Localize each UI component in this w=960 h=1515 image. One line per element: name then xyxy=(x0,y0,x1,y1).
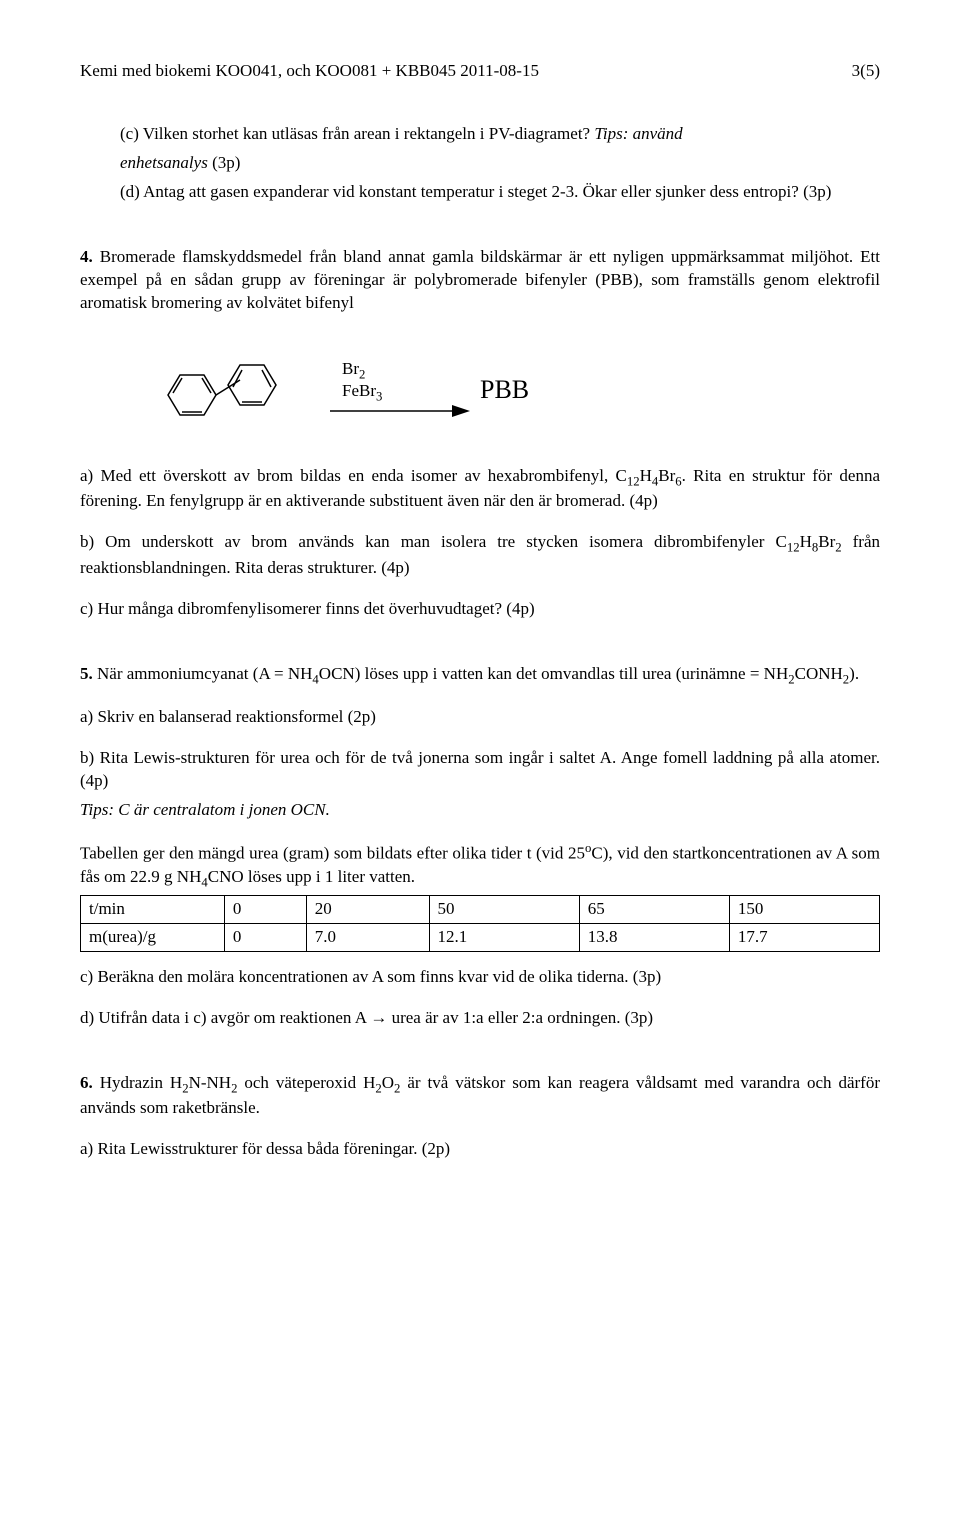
reagent-br: Br xyxy=(342,359,359,378)
q3c-tip-3: (3p) xyxy=(208,153,241,172)
reagent-br-sub: 2 xyxy=(359,368,365,382)
q4a-s1: 12 xyxy=(627,474,640,488)
table-cell: 12.1 xyxy=(429,924,579,952)
q6i-2: N-NH xyxy=(189,1073,232,1092)
table-row: m(urea)/g 0 7.0 12.1 13.8 17.7 xyxy=(81,924,880,952)
q4b-s1: 12 xyxy=(787,540,800,554)
q3c-main: (c) Vilken storhet kan utläsas från area… xyxy=(120,124,590,143)
q4b-t1: b) Om underskott av brom används kan man… xyxy=(80,532,787,551)
q4b: b) Om underskott av brom används kan man… xyxy=(80,531,880,580)
reagent-arrow-block: Br2 FeBr3 xyxy=(330,360,470,419)
q4a-t2: H xyxy=(640,466,652,485)
q5d: d) Utifrån data i c) avgör om reaktionen… xyxy=(80,1007,880,1030)
q3c-text: (c) Vilken storhet kan utläsas från area… xyxy=(120,123,880,146)
table-cell: 20 xyxy=(306,896,429,924)
q4-number: 4. xyxy=(80,247,93,266)
q4a-t3: Br xyxy=(658,466,675,485)
q6a: a) Rita Lewisstrukturer för dessa båda f… xyxy=(80,1138,880,1161)
q6i-1: Hydrazin H xyxy=(93,1073,182,1092)
q5i-2: OCN) löses upp i vatten kan det omvandla… xyxy=(319,664,788,683)
table-cell: 0 xyxy=(224,924,306,952)
table-cell: 17.7 xyxy=(729,924,879,952)
table-cell: 50 xyxy=(429,896,579,924)
reagent-labels: Br2 FeBr3 xyxy=(342,360,382,403)
q3d-text: (d) Antag att gasen expanderar vid konst… xyxy=(120,181,880,204)
table-cell: t/min xyxy=(81,896,225,924)
q5b: b) Rita Lewis-strukturen för urea och fö… xyxy=(80,747,880,793)
q5a: a) Skriv en balanserad reaktionsformel (… xyxy=(80,706,880,729)
q4b-t2: H xyxy=(800,532,812,551)
q5ti-1: Tabellen ger den mängd urea (gram) som b… xyxy=(80,844,585,863)
q5c: c) Beräkna den molära koncentrationen av… xyxy=(80,966,880,989)
table-cell: 7.0 xyxy=(306,924,429,952)
page-header: Kemi med biokemi KOO041, och KOO081 + KB… xyxy=(80,60,880,83)
q5-number: 5. xyxy=(80,664,93,683)
q4-intro-text: Bromerade flamskyddsmedel från bland ann… xyxy=(80,247,880,312)
q4-intro: 4. Bromerade flamskyddsmedel från bland … xyxy=(80,246,880,315)
q5i-4: ). xyxy=(849,664,859,683)
data-table: t/min 0 20 50 65 150 m(urea)/g 0 7.0 12.… xyxy=(80,895,880,952)
q4a: a) Med ett överskott av brom bildas en e… xyxy=(80,465,880,514)
reaction-diagram: Br2 FeBr3 PBB xyxy=(160,345,880,435)
q4c: c) Hur många dibromfenylisomerer finns d… xyxy=(80,598,880,621)
q6-intro: 6. Hydrazin H2N-NH2 och väteperoxid H2O2… xyxy=(80,1072,880,1121)
q5-table-intro: Tabellen ger den mängd urea (gram) som b… xyxy=(80,840,880,891)
q3c-tip-1: Tips: använd xyxy=(594,124,682,143)
header-right: 3(5) xyxy=(852,60,880,83)
reaction-arrow xyxy=(330,403,470,419)
table-cell: 13.8 xyxy=(579,924,729,952)
q6i-4: O xyxy=(382,1073,394,1092)
biphenyl-structure xyxy=(160,345,310,435)
q5i-1: När ammoniumcyanat (A = NH xyxy=(93,664,313,683)
table-cell: 150 xyxy=(729,896,879,924)
reagent-febr-sub: 3 xyxy=(376,389,382,403)
q3c-tip-2: enhetsanalys xyxy=(120,153,208,172)
table-cell: 65 xyxy=(579,896,729,924)
header-left: Kemi med biokemi KOO041, och KOO081 + KB… xyxy=(80,60,539,83)
q4a-t1: a) Med ett överskott av brom bildas en e… xyxy=(80,466,627,485)
q3c-block: (c) Vilken storhet kan utläsas från area… xyxy=(120,123,880,204)
table-cell: m(urea)/g xyxy=(81,924,225,952)
reagent-febr: FeBr xyxy=(342,381,376,400)
table-row: t/min 0 20 50 65 150 xyxy=(81,896,880,924)
q3c-tip-line2: enhetsanalys (3p) xyxy=(120,152,880,175)
q5i-3: CONH xyxy=(795,664,843,683)
q4b-t3: Br xyxy=(818,532,835,551)
table-cell: 0 xyxy=(224,896,306,924)
q5ti-3: CNO löses upp i 1 liter vatten. xyxy=(208,867,415,886)
q6-number: 6. xyxy=(80,1073,93,1092)
q5b-tip: Tips: C är centralatom i jonen OCN. xyxy=(80,799,880,822)
q6i-3: och väteperoxid H xyxy=(237,1073,375,1092)
q5-intro: 5. När ammoniumcyanat (A = NH4OCN) löses… xyxy=(80,663,880,689)
product-label: PBB xyxy=(480,372,529,407)
